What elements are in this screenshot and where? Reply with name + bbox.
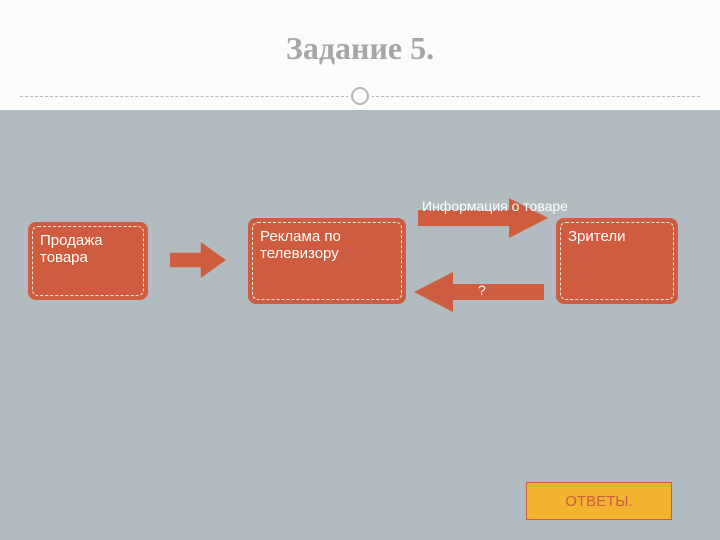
node-label: Реклама по телевизору: [260, 228, 394, 262]
page-title: Задание 5.: [0, 0, 720, 67]
answers-button[interactable]: ОТВЕТЫ.: [526, 482, 672, 520]
node-label: Продажа товара: [40, 232, 136, 266]
circle-ornament-icon: [348, 84, 372, 108]
flowchart-node-sale: Продажа товара: [28, 222, 148, 300]
flowchart-node-viewers: Зрители: [556, 218, 678, 304]
node-label: Зрители: [568, 228, 625, 245]
arrow-label-info: Информация о товаре: [422, 198, 568, 214]
diagram-area: Продажа товара Реклама по телевизору Зри…: [0, 110, 720, 540]
header-area: Задание 5.: [0, 0, 720, 110]
arrow-label-question: ?: [478, 282, 486, 298]
arrow-right-icon: [170, 242, 226, 278]
flowchart-node-tv-ad: Реклама по телевизору: [248, 218, 406, 304]
answers-button-label: ОТВЕТЫ.: [565, 493, 632, 510]
